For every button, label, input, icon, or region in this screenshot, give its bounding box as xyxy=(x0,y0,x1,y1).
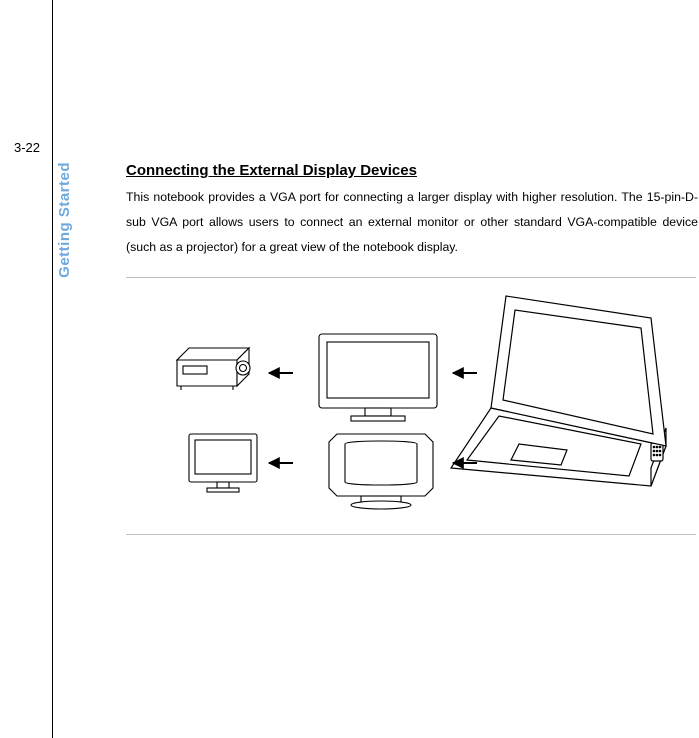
page-number: 3-22 xyxy=(14,140,40,155)
document-page: 3-22 Getting Started Connecting the Exte… xyxy=(0,0,699,738)
divider-bottom xyxy=(126,534,696,535)
diagram-container xyxy=(126,288,696,518)
content-area: Connecting the External Display Devices … xyxy=(126,162,698,545)
laptop-icon xyxy=(451,296,666,486)
projector-icon xyxy=(177,348,250,390)
flat-monitor-icon xyxy=(189,434,257,492)
widescreen-monitor-icon xyxy=(319,334,437,421)
section-tab: Getting Started xyxy=(56,162,73,278)
body-paragraph: This notebook provides a VGA port for co… xyxy=(126,185,698,261)
section-heading: Connecting the External Display Devices xyxy=(126,162,698,179)
divider-top xyxy=(126,277,696,278)
margin-rule xyxy=(52,0,53,738)
connection-diagram xyxy=(151,288,671,513)
crt-monitor-icon xyxy=(329,434,433,509)
